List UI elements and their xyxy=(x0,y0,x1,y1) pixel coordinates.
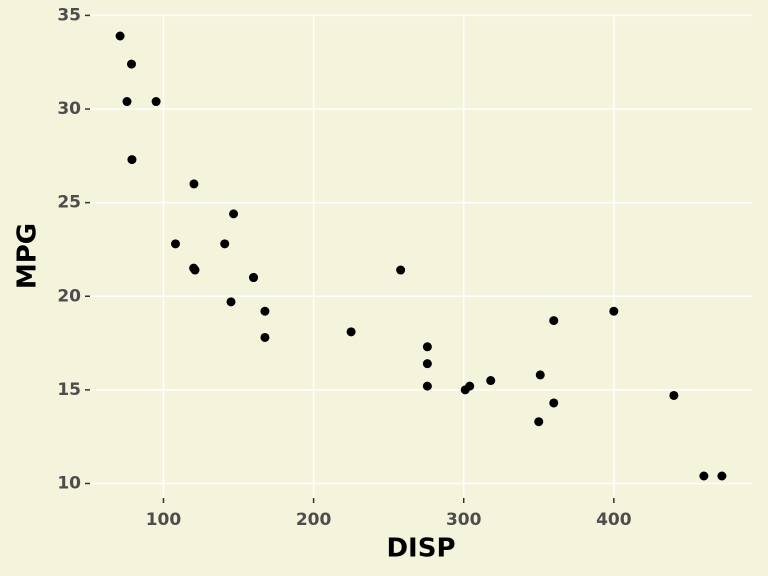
point xyxy=(534,417,544,427)
point xyxy=(717,471,727,481)
point xyxy=(229,209,239,219)
point xyxy=(220,239,230,249)
x-tick-label: 100 xyxy=(146,510,182,530)
x-tick-label: 300 xyxy=(446,510,482,530)
point xyxy=(549,398,559,408)
point xyxy=(151,97,161,107)
point xyxy=(460,385,470,395)
y-tick-label: 15 xyxy=(57,380,81,400)
point xyxy=(115,31,125,41)
point xyxy=(549,316,559,326)
y-axis-title: MPG xyxy=(13,223,43,289)
point xyxy=(699,471,709,481)
y-tick-label: 20 xyxy=(57,286,81,306)
point xyxy=(126,59,136,69)
y-tick-label: 25 xyxy=(57,193,81,213)
point xyxy=(190,265,200,275)
point xyxy=(669,390,679,400)
point xyxy=(486,376,496,386)
point xyxy=(122,97,132,107)
point xyxy=(249,273,259,283)
x-tick-label: 200 xyxy=(296,510,332,530)
y-tick-label: 10 xyxy=(57,473,81,493)
point xyxy=(226,297,236,307)
point xyxy=(422,342,432,352)
y-tick-label: 30 xyxy=(57,99,81,119)
x-axis-title: DISP xyxy=(386,534,455,564)
point xyxy=(170,239,180,249)
x-tick-label: 400 xyxy=(596,510,632,530)
point xyxy=(260,306,270,316)
point xyxy=(260,332,270,342)
y-tick-label: 35 xyxy=(57,5,81,25)
point xyxy=(535,370,545,380)
point xyxy=(396,265,406,275)
point xyxy=(346,327,356,337)
point xyxy=(422,381,432,391)
point xyxy=(127,155,137,165)
point xyxy=(422,359,432,369)
point xyxy=(609,306,619,316)
point xyxy=(189,179,199,189)
